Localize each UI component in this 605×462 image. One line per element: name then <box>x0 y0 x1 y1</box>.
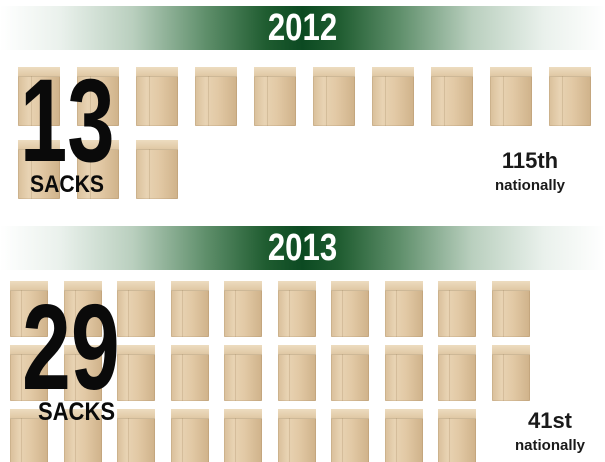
sack-icon <box>136 67 178 126</box>
sacks-label: SACKS <box>38 398 116 426</box>
sack-icon <box>277 281 316 337</box>
sack-icon <box>438 281 476 337</box>
sack-icon <box>63 409 102 462</box>
rank-block-2013: 41st nationally <box>500 408 600 454</box>
sack-icon <box>195 67 237 126</box>
rank-value: 115th <box>501 148 559 173</box>
sack-icon <box>384 345 423 401</box>
sack-icon <box>438 409 476 462</box>
sack-icon <box>224 345 262 401</box>
sack-icon <box>170 345 209 401</box>
sack-icon <box>549 67 591 126</box>
sack-icon <box>117 281 155 337</box>
sack-icon <box>438 345 476 401</box>
rank-value: 41st <box>527 408 573 433</box>
sack-icon <box>117 409 155 462</box>
sack-icon <box>491 345 530 401</box>
sack-icon <box>10 345 48 401</box>
sack-icon <box>10 281 48 337</box>
sacks-count: 13 <box>20 55 115 187</box>
sack-icon <box>431 67 473 126</box>
sack-icon <box>18 67 60 126</box>
sack-icon <box>10 409 48 462</box>
year-banner-2012: 2012 <box>0 6 605 50</box>
sack-icon <box>384 409 423 462</box>
sacks-label: SACKS <box>30 171 104 198</box>
sack-icon <box>331 281 369 337</box>
year-banner-2013: 2013 <box>0 226 605 270</box>
rank-label: nationally <box>494 177 565 194</box>
sack-icon <box>224 409 262 462</box>
sack-icon <box>77 67 119 126</box>
sack-icon <box>63 281 102 337</box>
sack-icon <box>490 67 532 126</box>
sack-icon <box>313 67 355 126</box>
sack-icon <box>277 409 316 462</box>
sack-icon <box>277 345 316 401</box>
sack-icon <box>117 345 155 401</box>
sack-icon <box>384 281 423 337</box>
rank-block-2012: 115th nationally <box>480 148 580 194</box>
sack-icon <box>331 409 369 462</box>
sack-icon <box>254 67 296 126</box>
year-label: 2012 <box>267 7 338 49</box>
sacks-count: 29 <box>22 279 120 415</box>
sack-icon <box>372 67 414 126</box>
sack-icon <box>170 409 209 462</box>
sack-icon <box>491 281 530 337</box>
sack-icon <box>18 140 60 199</box>
sack-icon <box>331 345 369 401</box>
sack-icon <box>63 345 102 401</box>
year-label: 2013 <box>267 227 338 269</box>
sack-icon <box>170 281 209 337</box>
rank-label: nationally <box>514 437 585 454</box>
sack-icon <box>77 140 119 199</box>
sack-icon <box>136 140 178 199</box>
sack-icon <box>224 281 262 337</box>
